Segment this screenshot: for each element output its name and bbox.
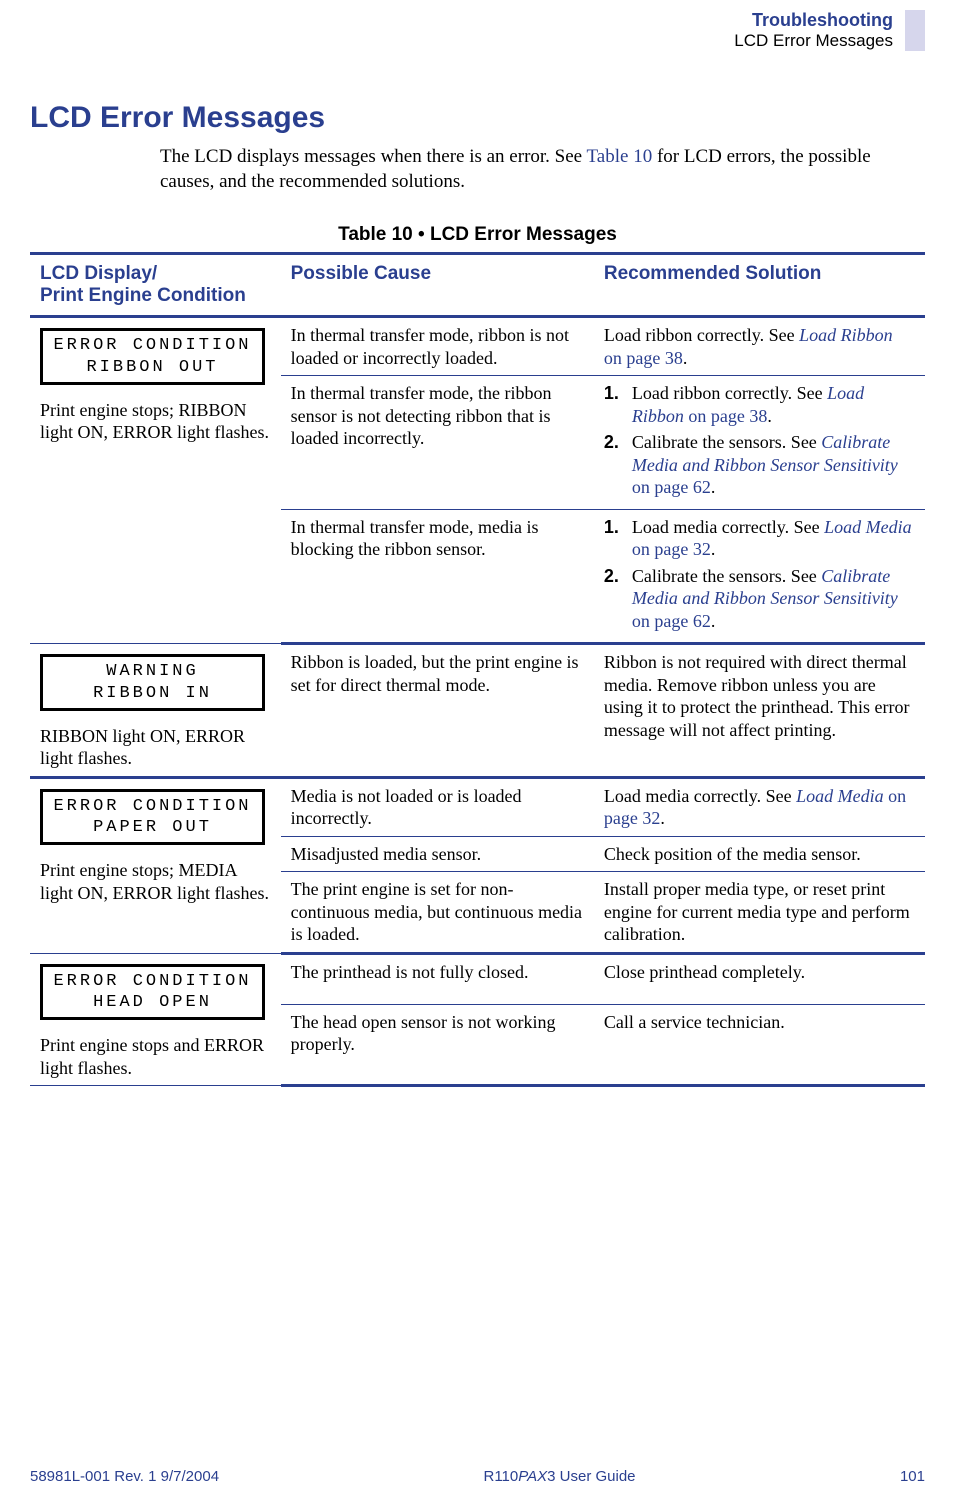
engine-condition: RIBBON light ON, ERROR light flashes. bbox=[40, 725, 271, 770]
cause-cell: In thermal transfer mode, media is block… bbox=[281, 509, 594, 644]
lcd-line: ERROR CONDITION bbox=[51, 335, 254, 356]
header-tab-marker bbox=[905, 10, 925, 51]
intro-link[interactable]: Table 10 bbox=[587, 146, 653, 167]
cause-cell: The head open sensor is not working prop… bbox=[281, 1004, 594, 1086]
lcd-display: ERROR CONDITION RIBBON OUT bbox=[40, 328, 265, 385]
engine-condition: Print engine stops; MEDIA light ON, ERRO… bbox=[40, 859, 271, 904]
footer-left: 58981L-001 Rev. 1 9/7/2004 bbox=[30, 1468, 219, 1485]
footer-right: 101 bbox=[900, 1468, 925, 1485]
page-link[interactable]: Load Media bbox=[796, 786, 884, 806]
engine-condition: Print engine stops and ERROR light flash… bbox=[40, 1034, 271, 1079]
lcd-display: ERROR CONDITION PAPER OUT bbox=[40, 789, 265, 846]
step: Load media correctly. See Load Media on … bbox=[604, 516, 915, 561]
solution-cell: Install proper media type, or reset prin… bbox=[594, 872, 925, 954]
lcd-display: WARNING RIBBON IN bbox=[40, 654, 265, 711]
cause-cell: The print engine is set for non-continuo… bbox=[281, 872, 594, 954]
intro-prefix: The LCD displays messages when there is … bbox=[160, 146, 587, 167]
cause-cell: The printhead is not fully closed. bbox=[281, 953, 594, 1004]
step: Calibrate the sensors. See Calibrate Med… bbox=[604, 565, 915, 633]
page-footer: 58981L-001 Rev. 1 9/7/2004 R110PAX3 User… bbox=[30, 1468, 925, 1485]
solution-cell: Call a service technician. bbox=[594, 1004, 925, 1086]
cause-cell: In thermal transfer mode, ribbon is not … bbox=[281, 317, 594, 376]
col-header-cause: Possible Cause bbox=[281, 254, 594, 317]
error-table: LCD Display/ Print Engine Condition Poss… bbox=[30, 252, 925, 1087]
col-header-lcd: LCD Display/ Print Engine Condition bbox=[30, 254, 281, 317]
solution-cell: Load ribbon correctly. See Load Ribbon o… bbox=[594, 317, 925, 376]
page-header: Troubleshooting LCD Error Messages bbox=[734, 10, 925, 51]
cause-cell: Media is not loaded or is loaded incorre… bbox=[281, 777, 594, 836]
lcd-line: RIBBON IN bbox=[51, 683, 254, 704]
table-caption: Table 10 • LCD Error Messages bbox=[30, 224, 925, 246]
header-subsection: LCD Error Messages bbox=[734, 31, 893, 51]
lcd-line: ERROR CONDITION bbox=[51, 971, 254, 992]
step: Calibrate the sensors. See Calibrate Med… bbox=[604, 431, 915, 499]
page-link[interactable]: Load Ribbon bbox=[799, 325, 893, 345]
lcd-line: WARNING bbox=[51, 661, 254, 682]
table-row: ERROR CONDITION PAPER OUT Print engine s… bbox=[30, 777, 925, 836]
cause-cell: Misadjusted media sensor. bbox=[281, 836, 594, 872]
page-link[interactable]: Load Media bbox=[824, 517, 912, 537]
footer-center: R110PAX3 User Guide bbox=[483, 1468, 635, 1485]
lcd-line: ERROR CONDITION bbox=[51, 796, 254, 817]
table-row: ERROR CONDITION HEAD OPEN Print engine s… bbox=[30, 953, 925, 1004]
solution-cell: Load media correctly. See Load Media on … bbox=[594, 777, 925, 836]
table-row: ERROR CONDITION RIBBON OUT Print engine … bbox=[30, 317, 925, 376]
table-row: WARNING RIBBON IN RIBBON light ON, ERROR… bbox=[30, 644, 925, 778]
lcd-line: RIBBON OUT bbox=[51, 357, 254, 378]
cause-cell: Ribbon is loaded, but the print engine i… bbox=[281, 644, 594, 778]
step: Load ribbon correctly. See Load Ribbon o… bbox=[604, 382, 915, 427]
header-section: Troubleshooting bbox=[734, 10, 893, 31]
solution-cell: Load ribbon correctly. See Load Ribbon o… bbox=[594, 376, 925, 510]
solution-cell: Close printhead completely. bbox=[594, 953, 925, 1004]
cause-cell: In thermal transfer mode, the ribbon sen… bbox=[281, 376, 594, 510]
lcd-line: PAPER OUT bbox=[51, 817, 254, 838]
solution-cell: Check position of the media sensor. bbox=[594, 836, 925, 872]
solution-cell: Load media correctly. See Load Media on … bbox=[594, 509, 925, 644]
page-title: LCD Error Messages bbox=[30, 101, 925, 135]
engine-condition: Print engine stops; RIBBON light ON, ERR… bbox=[40, 399, 271, 444]
col-header-solution: Recommended Solution bbox=[594, 254, 925, 317]
intro-paragraph: The LCD displays messages when there is … bbox=[30, 145, 925, 194]
lcd-display: ERROR CONDITION HEAD OPEN bbox=[40, 964, 265, 1021]
solution-cell: Ribbon is not required with direct therm… bbox=[594, 644, 925, 778]
lcd-line: HEAD OPEN bbox=[51, 992, 254, 1013]
